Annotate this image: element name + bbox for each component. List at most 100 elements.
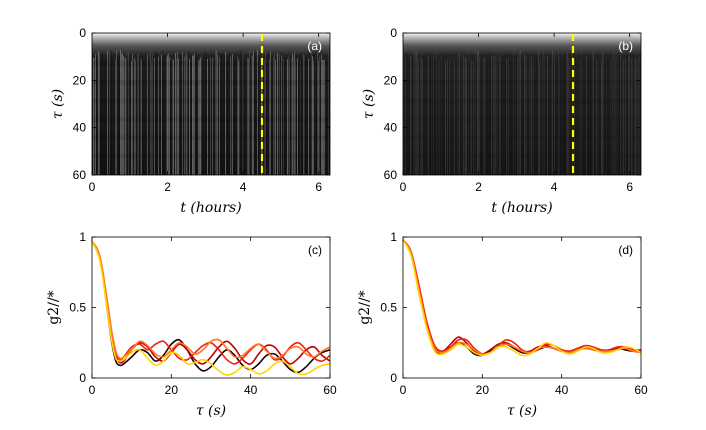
heatmap-stripe [131, 61, 132, 175]
heatmap-stripe [175, 53, 176, 175]
panel-label: (d) [618, 243, 633, 257]
heatmap-stripe [538, 50, 539, 176]
heatmap-stripe [490, 56, 491, 175]
heatmap-stripe [493, 55, 494, 175]
heatmap-stripe [264, 60, 265, 175]
heatmap-stripe [558, 51, 559, 175]
heatmap-stripe [540, 59, 541, 175]
heatmap-stripe [533, 60, 534, 175]
y-tick-label: 0 [390, 26, 397, 40]
heatmap-stripe [607, 51, 608, 176]
heatmap-stripe [269, 59, 270, 175]
heatmap-stripe [626, 55, 627, 176]
heatmap-stripe [188, 50, 189, 175]
heatmap-stripe [448, 57, 449, 176]
heatmap-background [403, 33, 641, 175]
heatmap-stripe [161, 54, 162, 175]
heatmap-stripe [471, 60, 472, 175]
heatmap-stripe [133, 56, 134, 175]
y-tick-label: 60 [73, 168, 87, 182]
heatmap-stripe [197, 61, 198, 175]
heatmap-stripe [237, 56, 238, 176]
heatmap-stripe [271, 57, 272, 175]
heatmap-stripe [239, 58, 240, 175]
heatmap-stripe [184, 56, 185, 175]
x-tick-label: 4 [551, 180, 558, 194]
heatmap-stripe [238, 60, 239, 175]
heatmap-stripe [95, 53, 96, 175]
heatmap-stripe [319, 55, 320, 175]
heatmap-stripe [231, 60, 232, 175]
heatmap-stripe [103, 55, 104, 176]
heatmap-stripe [314, 52, 315, 175]
heatmap-stripe [116, 50, 117, 175]
heatmap-stripe [547, 56, 548, 175]
y-tick-label: 40 [73, 121, 87, 135]
heatmap-stripe [451, 60, 452, 175]
heatmap-stripe [176, 58, 177, 176]
heatmap-stripe [447, 59, 448, 175]
heatmap-stripe [211, 51, 212, 176]
heatmap-stripe [272, 56, 273, 176]
series-line-s3 [402, 239, 642, 356]
heatmap-stripe [245, 54, 246, 175]
heatmap-stripe [109, 52, 110, 175]
heatmap-stripe [573, 52, 574, 175]
heatmap-stripe [117, 55, 118, 176]
heatmap-texture [403, 50, 641, 176]
heatmap-stripe [204, 61, 205, 176]
heatmap-stripe [216, 50, 217, 175]
heatmap-stripe [300, 60, 301, 175]
heatmap-stripe [509, 52, 510, 176]
panel-label: (a) [307, 39, 322, 53]
heatmap-stripe [224, 55, 225, 175]
heatmap-stripe [213, 53, 214, 175]
heatmap-stripe [624, 56, 625, 176]
heatmap-stripe [578, 50, 579, 175]
heatmap-stripe [477, 50, 478, 175]
heatmap-band [403, 61, 641, 67]
heatmap-stripe [180, 55, 181, 176]
heatmap-stripe [501, 56, 502, 175]
heatmap-stripe [561, 57, 562, 175]
y-tick-label: 1 [390, 230, 397, 244]
heatmap-stripe [94, 58, 95, 175]
heatmap-stripe [106, 56, 107, 175]
heatmap-stripe [529, 60, 530, 176]
heatmap-stripe [119, 55, 120, 176]
heatmap-stripe [132, 53, 133, 175]
heatmap-stripe [590, 55, 591, 176]
heatmap-stripe [244, 60, 245, 176]
heatmap-stripe [412, 53, 413, 175]
heatmap-band [92, 116, 330, 122]
heatmap-stripe [200, 57, 201, 175]
x-axis-label: τ (s) [196, 403, 226, 419]
heatmap-stripe [452, 51, 453, 175]
heatmap-stripe [124, 57, 125, 175]
heatmap-stripe [505, 50, 506, 175]
heatmap-stripe [225, 52, 226, 175]
heatmap-stripe [508, 56, 509, 175]
heatmap-stripe [190, 57, 191, 176]
heatmap-stripe [428, 55, 429, 175]
heatmap-band [92, 61, 330, 67]
heatmap-stripe [603, 51, 604, 176]
heatmap-stripe [545, 50, 546, 175]
heatmap-stripe [446, 51, 447, 175]
heatmap-stripe [170, 60, 171, 175]
heatmap-stripe [259, 53, 260, 175]
heatmap-stripe [282, 53, 283, 175]
x-tick-label: 6 [315, 180, 322, 194]
heatmap-stripe [108, 57, 109, 176]
heatmap-stripe [564, 54, 565, 175]
heatmap-stripe [417, 50, 418, 175]
heatmap-stripe [277, 53, 278, 176]
heatmap-stripe [521, 52, 522, 175]
heatmap-stripe [499, 53, 500, 175]
heatmap-stripe [144, 56, 145, 176]
y-tick-label: 0 [79, 371, 86, 385]
heatmap-stripe [467, 55, 468, 176]
heatmap-stripe [324, 60, 325, 175]
heatmap-stripe [130, 58, 131, 175]
heatmap-stripe [637, 50, 638, 176]
